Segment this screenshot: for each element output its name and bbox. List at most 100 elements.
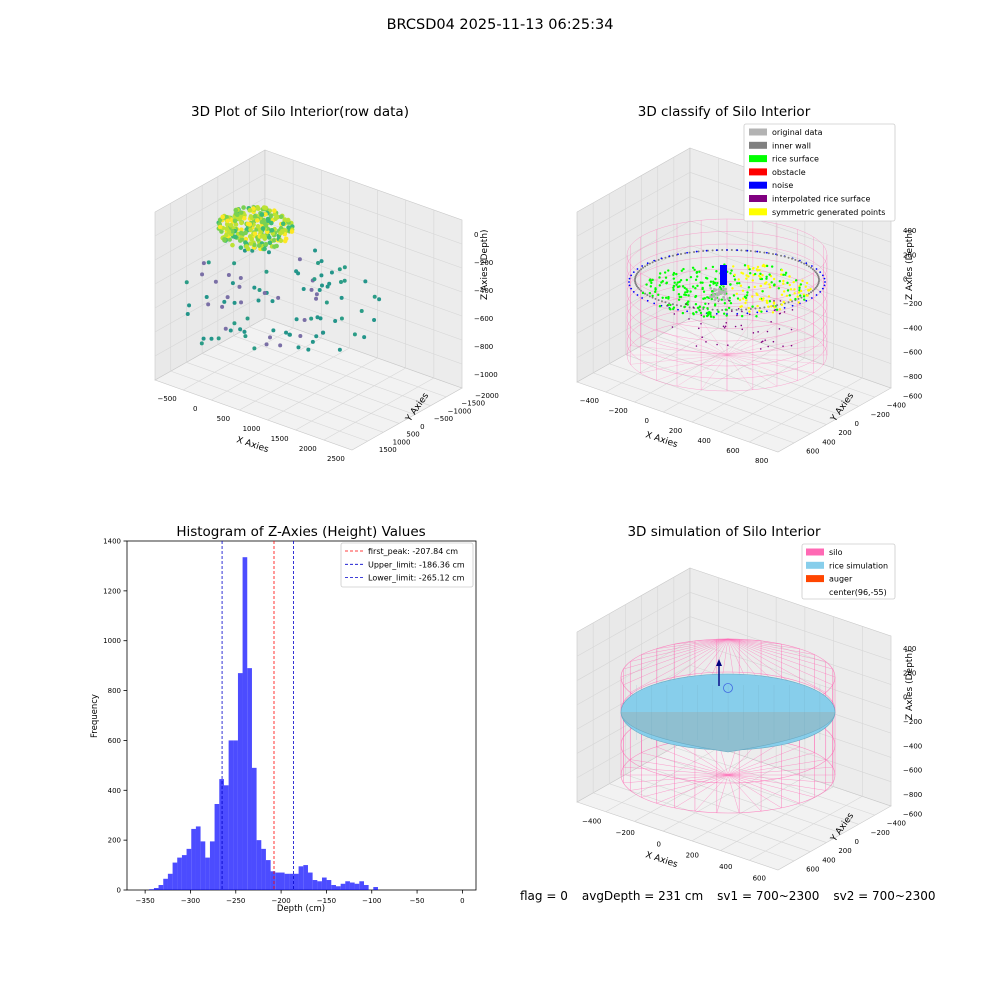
histogram-bar xyxy=(284,873,290,890)
surface-point xyxy=(658,305,662,308)
y-tick-label: −1000 xyxy=(448,407,472,415)
surface-point xyxy=(736,297,740,300)
surface-point xyxy=(745,299,748,302)
z-tick-label: −400 xyxy=(903,324,922,332)
histogram-bar xyxy=(359,881,365,890)
surface-point xyxy=(793,288,796,291)
surface-point xyxy=(746,291,749,294)
surface-point xyxy=(676,285,680,289)
surface-point xyxy=(722,285,725,288)
surface-point xyxy=(667,269,670,272)
surface-point xyxy=(747,306,750,310)
grid-line xyxy=(625,354,827,425)
silo-spoke xyxy=(676,323,728,356)
interp-point xyxy=(725,321,728,324)
wall-point xyxy=(648,262,651,265)
silo-floor-spoke xyxy=(641,774,729,798)
data-point xyxy=(282,238,288,244)
silo-spoke xyxy=(700,320,728,356)
data-point xyxy=(270,299,275,304)
surface-point xyxy=(780,303,784,306)
grid-line xyxy=(657,756,859,825)
noise-point xyxy=(636,268,639,270)
histogram-bar xyxy=(223,785,229,890)
grid-line xyxy=(689,196,892,267)
data-point xyxy=(239,300,244,305)
interp-point xyxy=(673,313,676,315)
surface-point xyxy=(768,283,771,286)
noise-point xyxy=(660,257,663,260)
y-tick-label: −600 xyxy=(903,811,922,819)
surface-point xyxy=(704,302,707,305)
wall-point xyxy=(688,306,691,309)
surface-point xyxy=(696,275,699,278)
z-tick-label: 0 xyxy=(903,276,907,284)
surface-point xyxy=(780,268,784,272)
wall-point xyxy=(646,264,649,266)
noise-point xyxy=(810,265,813,267)
histogram-bar xyxy=(177,857,182,890)
noise-point xyxy=(646,299,649,302)
data-point xyxy=(268,213,274,218)
surface-point xyxy=(737,278,740,281)
y-tick-label: 400 xyxy=(108,787,121,795)
z-tick-label: −400 xyxy=(903,742,922,750)
wall-point xyxy=(814,271,817,274)
legend: original data inner wall rice surface obsta… xyxy=(743,123,896,222)
wall-point xyxy=(807,292,810,295)
surface-point xyxy=(729,272,732,275)
surface-point xyxy=(763,282,767,285)
legend-label: Upper_limit: -186.36 cm xyxy=(368,560,465,569)
data-point xyxy=(319,273,324,278)
surface-point xyxy=(759,276,762,279)
data-point xyxy=(222,299,227,304)
x-tick-label: 500 xyxy=(217,415,230,423)
surface-point xyxy=(698,270,701,273)
surface-point xyxy=(702,290,706,293)
wall-point xyxy=(634,279,636,281)
grid-line xyxy=(657,336,859,407)
legend-box xyxy=(801,543,896,600)
silo-roof-spoke xyxy=(623,638,729,670)
legend: silo rice simulation auger center(96,-55) xyxy=(801,543,896,600)
data-point xyxy=(306,347,311,352)
histogram-bar xyxy=(251,767,257,890)
histogram-bar xyxy=(326,880,332,890)
wall-point xyxy=(763,251,766,254)
grid-line xyxy=(605,747,719,812)
surface-point xyxy=(716,281,719,285)
data-point xyxy=(273,216,278,221)
surface-point xyxy=(773,283,776,286)
silo-roof-spoke xyxy=(727,638,800,649)
data-point xyxy=(255,204,260,210)
x-tick-label: −200 xyxy=(608,407,627,415)
grid-line xyxy=(689,244,892,316)
surface-point xyxy=(696,306,700,309)
grid-line xyxy=(154,245,266,309)
wall-point xyxy=(638,288,641,291)
wall-point xyxy=(758,307,761,310)
axis-ticks: −400−20002004006006004002000−200−400−600… xyxy=(582,645,922,882)
data-point xyxy=(201,261,206,266)
data-point xyxy=(252,214,258,219)
wall-point xyxy=(657,258,660,261)
surface-point xyxy=(761,299,764,302)
silo-spoke xyxy=(726,329,798,356)
data-point xyxy=(252,285,257,290)
data-point xyxy=(255,224,261,229)
data-point xyxy=(269,227,275,233)
legend-label: auger xyxy=(829,575,853,584)
legend-box xyxy=(743,123,896,222)
z-tick-label: −600 xyxy=(903,349,922,357)
data-point xyxy=(325,284,330,289)
data-point xyxy=(261,217,267,223)
z-axis-label: Z Axies (Depth) xyxy=(905,649,915,720)
surface-point xyxy=(693,268,696,271)
x-tick-label: 2000 xyxy=(299,445,317,453)
data-point xyxy=(204,295,209,300)
grid-line xyxy=(264,197,463,269)
surface-point xyxy=(770,281,773,284)
histogram-bar xyxy=(233,740,238,890)
interp-point xyxy=(766,330,769,333)
grid-line xyxy=(689,592,892,661)
